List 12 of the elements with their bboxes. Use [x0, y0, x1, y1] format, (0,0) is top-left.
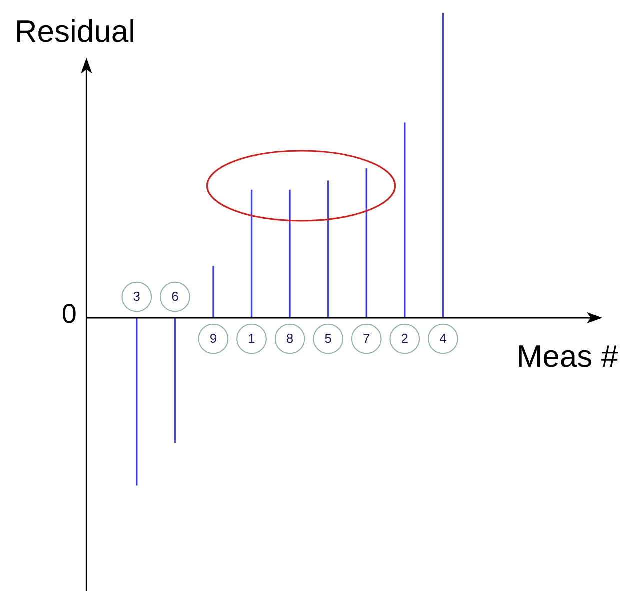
x-tick-label: 6 [172, 289, 179, 304]
x-tick-label: 3 [133, 289, 141, 304]
x-tick-label: 5 [324, 331, 332, 346]
x-tick-label: 8 [286, 331, 294, 346]
x-tick-label: 4 [440, 331, 447, 346]
x-axis-title: Meas # [516, 339, 620, 374]
x-tick-label: 2 [401, 331, 409, 346]
y-axis-title: Residual [14, 14, 136, 49]
x-tick-label: 7 [362, 331, 370, 346]
x-tick-label: 1 [248, 331, 256, 346]
text: 0 [62, 299, 77, 329]
x-tick-label: 9 [210, 331, 218, 346]
